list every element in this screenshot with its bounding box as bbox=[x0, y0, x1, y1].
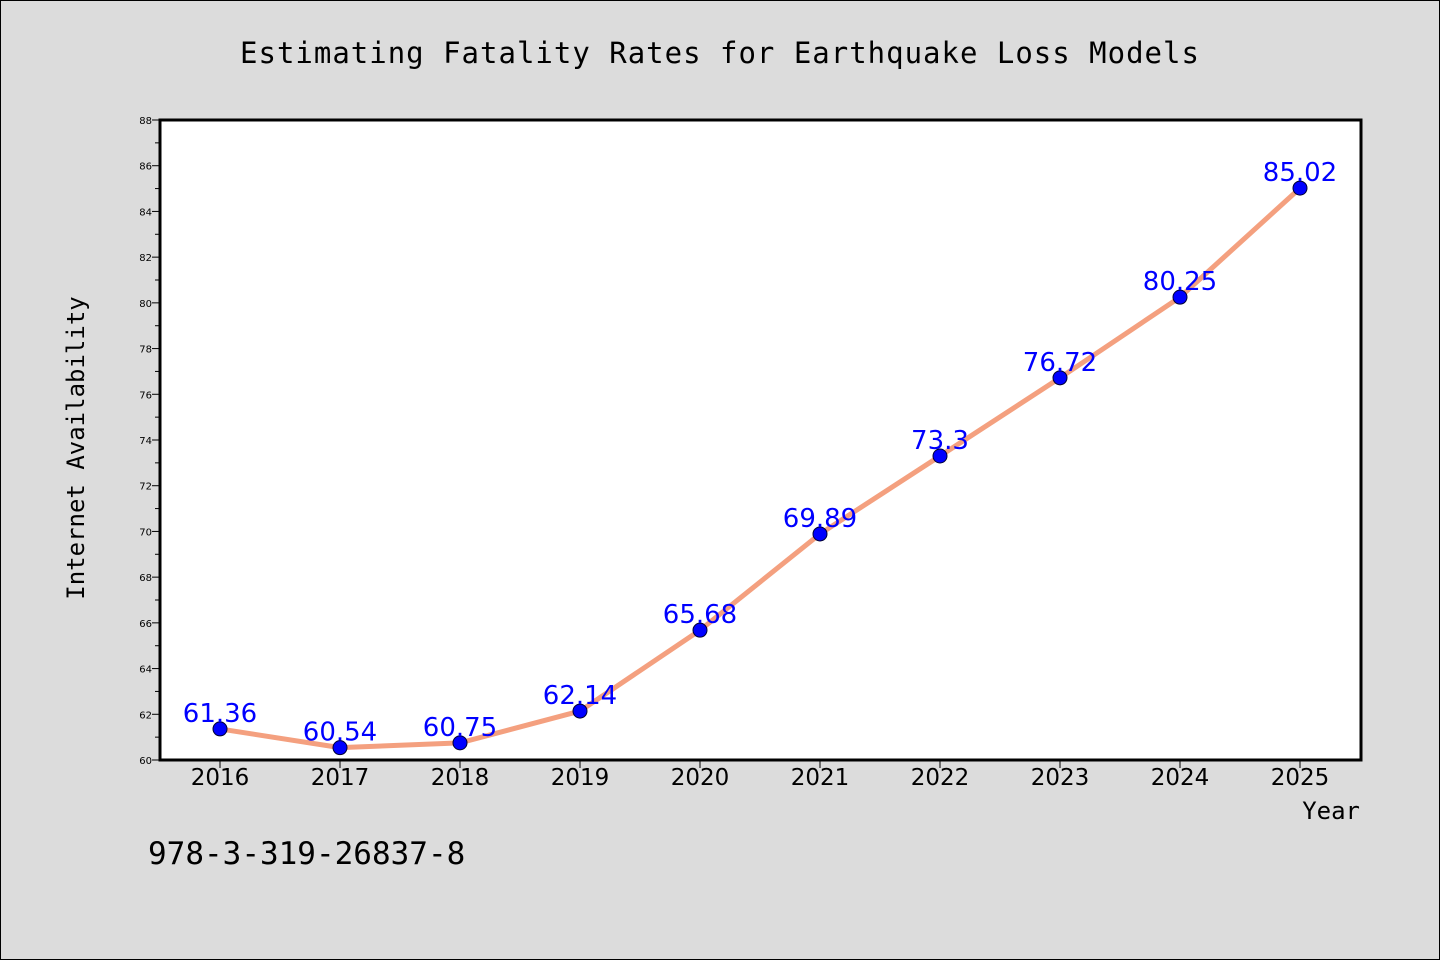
x-tick-label: 2020 bbox=[671, 765, 730, 791]
data-point bbox=[1292, 180, 1308, 196]
series-line bbox=[217, 185, 1303, 751]
y-axis-label: Internet Availability bbox=[62, 296, 90, 599]
y-tick-label: 70 bbox=[139, 527, 152, 538]
data-label: 60.54 bbox=[303, 718, 377, 748]
data-label: 73.3 bbox=[911, 426, 969, 456]
x-tick-label: 2017 bbox=[311, 765, 370, 791]
data-label: 61.36 bbox=[183, 699, 257, 729]
data-point bbox=[1172, 289, 1188, 305]
series: 61.36 60.54 60.75 62.14 65.68 69.89 73.3 76.72 8… bbox=[183, 158, 1337, 756]
x-axis: 2016 2017 2018 2019 2020 2021 2022 2023 2024 2025 bbox=[191, 760, 1330, 791]
x-tick-label: 2022 bbox=[911, 765, 970, 791]
y-tick-label: 88 bbox=[139, 116, 152, 127]
data-label: 60.75 bbox=[423, 713, 497, 743]
data-label: 76.72 bbox=[1023, 348, 1097, 378]
x-tick-label: 2016 bbox=[191, 765, 250, 791]
x-tick-label: 2018 bbox=[431, 765, 490, 791]
data-point bbox=[692, 622, 708, 638]
y-tick-label: 72 bbox=[139, 482, 152, 493]
y-tick-label: 80 bbox=[139, 299, 152, 310]
x-tick-label: 2024 bbox=[1151, 765, 1210, 791]
x-tick-label: 2025 bbox=[1271, 765, 1330, 791]
data-point bbox=[332, 740, 348, 756]
x-axis-label: Year bbox=[1302, 797, 1360, 825]
y-tick-label: 60 bbox=[139, 756, 152, 767]
y-tick-label: 84 bbox=[139, 207, 152, 218]
data-point bbox=[812, 526, 828, 542]
data-point bbox=[212, 721, 228, 737]
y-tick-label: 82 bbox=[139, 253, 152, 264]
data-label: 62.14 bbox=[543, 681, 617, 711]
y-axis: 60 62 64 66 68 70 72 74 76 78 80 82 84 86 88 bbox=[139, 116, 160, 767]
y-tick-label: 62 bbox=[139, 710, 152, 721]
data-label: 80.25 bbox=[1143, 267, 1217, 297]
y-tick-label: 78 bbox=[139, 345, 152, 356]
data-label: 65.68 bbox=[663, 600, 737, 630]
data-point bbox=[452, 735, 468, 751]
data-point bbox=[572, 703, 588, 719]
x-tick-label: 2021 bbox=[791, 765, 850, 791]
data-label: 85.02 bbox=[1263, 158, 1337, 188]
y-tick-label: 68 bbox=[139, 573, 152, 584]
y-tick-label: 64 bbox=[139, 665, 152, 676]
data-point bbox=[1052, 370, 1068, 386]
isbn-caption: 978-3-319-26837-8 bbox=[148, 836, 465, 872]
y-tick-label: 66 bbox=[139, 619, 152, 630]
x-tick-label: 2019 bbox=[551, 765, 610, 791]
y-tick-label: 86 bbox=[139, 162, 152, 173]
y-tick-label: 74 bbox=[139, 436, 152, 447]
plot-area bbox=[158, 118, 1363, 762]
data-point bbox=[932, 448, 948, 464]
chart-title: Estimating Fatality Rates for Earthquake… bbox=[240, 36, 1200, 70]
y-tick-label: 76 bbox=[139, 390, 152, 401]
x-tick-label: 2023 bbox=[1031, 765, 1090, 791]
data-label: 69.89 bbox=[783, 504, 857, 534]
